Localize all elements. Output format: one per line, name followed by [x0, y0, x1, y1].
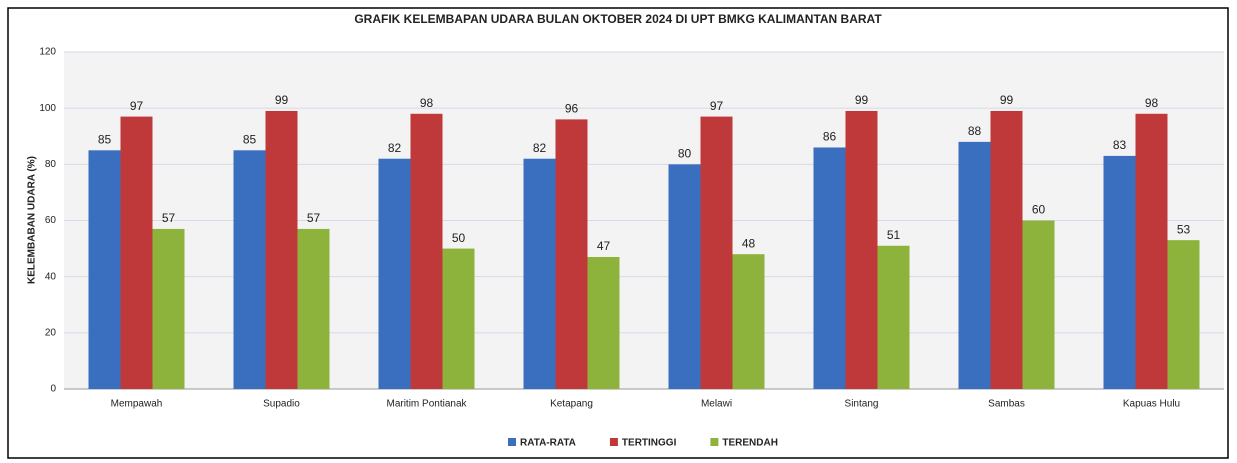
bar	[845, 110, 878, 389]
bar	[378, 158, 411, 389]
value-label: 82	[388, 141, 402, 155]
bar	[813, 147, 846, 389]
value-label: 48	[742, 236, 756, 250]
value-label: 85	[243, 132, 257, 146]
value-label: 60	[1032, 203, 1046, 217]
y-tick-label: 0	[50, 384, 56, 395]
bar	[700, 116, 733, 389]
legend-label: TERTINGGI	[622, 438, 677, 449]
bar	[233, 150, 266, 389]
legend-swatch	[710, 438, 719, 446]
value-label: 57	[162, 211, 176, 225]
bar	[668, 164, 701, 389]
x-tick-label: Sintang	[845, 399, 879, 410]
y-tick-label: 80	[45, 159, 57, 170]
value-label: 96	[565, 102, 579, 116]
value-label: 86	[823, 130, 837, 144]
value-label: 97	[710, 99, 724, 113]
bar	[877, 245, 910, 389]
bar	[265, 110, 298, 389]
bar	[410, 113, 443, 390]
bar	[990, 110, 1023, 389]
value-label: 51	[887, 228, 901, 242]
value-label: 98	[420, 96, 434, 110]
legend-swatch	[609, 438, 618, 446]
bar	[297, 228, 330, 389]
x-tick-label: Mempawah	[111, 399, 163, 410]
bar	[555, 119, 588, 390]
legend-label: TERENDAH	[722, 438, 778, 449]
bar	[120, 116, 153, 389]
value-label: 99	[275, 93, 289, 107]
legend-swatch	[508, 438, 516, 446]
value-label: 97	[130, 99, 144, 113]
bar	[1022, 220, 1055, 389]
value-label: 82	[533, 141, 547, 155]
x-tick-label: Sambas	[988, 399, 1025, 410]
value-label: 53	[1177, 222, 1191, 236]
value-label: 85	[98, 132, 112, 146]
bar	[958, 141, 991, 389]
value-label: 80	[678, 147, 692, 161]
legend-label: RATA-RATA	[520, 438, 576, 449]
y-tick-label: 40	[45, 271, 57, 282]
x-tick-label: Melawi	[701, 399, 732, 410]
value-label: 88	[968, 124, 982, 138]
x-tick-label: Ketapang	[550, 399, 593, 410]
x-tick-label: Maritim Pontianak	[386, 399, 467, 410]
x-tick-label: Supadio	[263, 399, 300, 410]
bar	[88, 150, 121, 389]
bar	[1135, 113, 1168, 390]
bar	[587, 257, 620, 389]
y-tick-label: 20	[45, 327, 57, 338]
chart-title: GRAFIK KELEMBAPAN UDARA BULAN OKTOBER 20…	[354, 12, 882, 26]
y-tick-label: 100	[39, 103, 56, 114]
y-axis-label: KELEMBABAN UDARA (%)	[27, 156, 38, 284]
x-tick-label: Kapuas Hulu	[1123, 399, 1180, 410]
bar	[732, 254, 765, 389]
y-tick-label: 60	[45, 215, 57, 226]
bar	[1103, 155, 1136, 389]
value-label: 50	[452, 231, 466, 245]
value-label: 99	[1000, 93, 1014, 107]
value-label: 83	[1113, 138, 1127, 152]
bar	[152, 228, 185, 389]
bar	[442, 248, 475, 389]
y-tick-label: 120	[39, 47, 56, 58]
value-label: 47	[597, 239, 611, 253]
value-label: 99	[855, 93, 869, 107]
value-label: 98	[1145, 96, 1159, 110]
bar	[1167, 240, 1200, 389]
value-label: 57	[307, 211, 321, 225]
bar	[523, 158, 556, 389]
